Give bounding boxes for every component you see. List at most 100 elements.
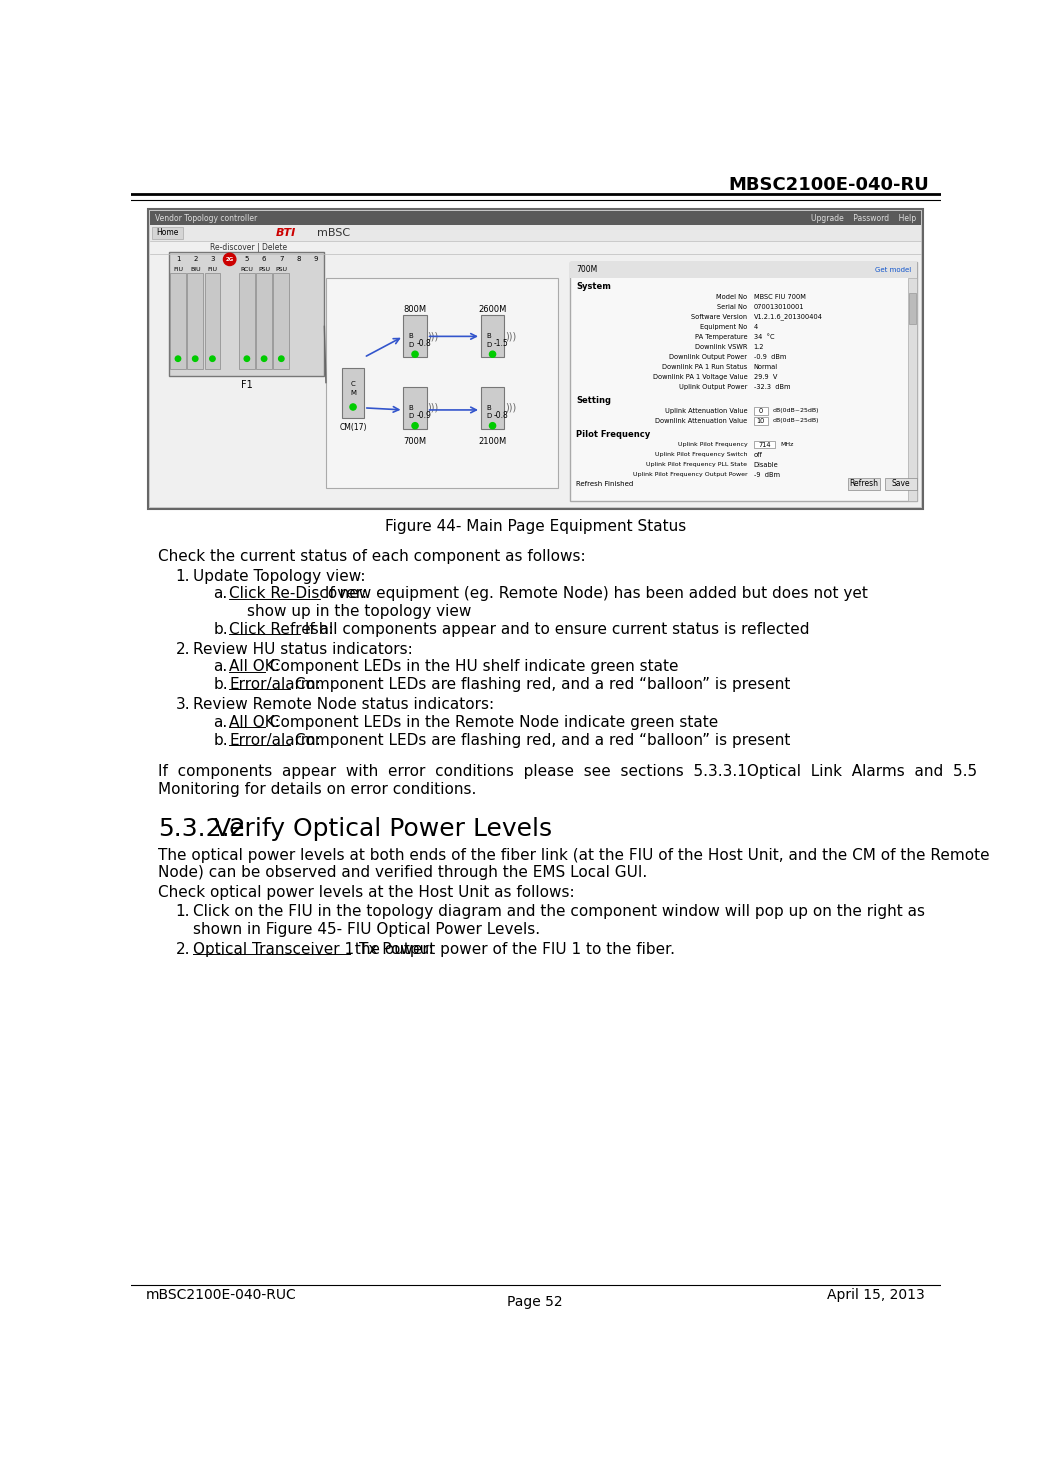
Text: b.: b. bbox=[213, 733, 228, 748]
Text: 2G: 2G bbox=[226, 258, 234, 262]
Text: Uplink Pilot Frequency PLL State: Uplink Pilot Frequency PLL State bbox=[647, 462, 747, 467]
Text: Update Topology view:: Update Topology view: bbox=[192, 568, 365, 583]
Text: show up in the topology view: show up in the topology view bbox=[247, 604, 471, 620]
Text: 4: 4 bbox=[753, 324, 758, 330]
Text: a.: a. bbox=[213, 586, 228, 601]
Text: 29.9  V: 29.9 V bbox=[753, 374, 777, 380]
Text: Get model: Get model bbox=[875, 266, 911, 272]
Text: All OK:: All OK: bbox=[229, 659, 280, 674]
Text: F1: F1 bbox=[241, 380, 253, 390]
Text: off: off bbox=[753, 452, 763, 458]
Text: 1: 1 bbox=[176, 256, 180, 262]
Text: Check the current status of each component as follows:: Check the current status of each compone… bbox=[158, 549, 585, 564]
Circle shape bbox=[279, 356, 284, 362]
Text: -0.9  dBm: -0.9 dBm bbox=[753, 353, 786, 359]
Text: 10: 10 bbox=[757, 418, 765, 424]
Text: Component LEDs are flashing red, and a red “balloon” is present: Component LEDs are flashing red, and a r… bbox=[289, 677, 790, 692]
Bar bbox=[150, 225, 921, 240]
Text: Downlink PA 1 Voltage Value: Downlink PA 1 Voltage Value bbox=[653, 374, 747, 380]
Text: 1.: 1. bbox=[176, 568, 190, 583]
Text: a.: a. bbox=[213, 715, 228, 730]
Text: Uplink Pilot Frequency Output Power: Uplink Pilot Frequency Output Power bbox=[633, 473, 747, 477]
Bar bbox=[150, 212, 921, 225]
Text: -1.5: -1.5 bbox=[494, 339, 509, 349]
Text: ))): ))) bbox=[427, 331, 439, 342]
Text: D: D bbox=[409, 414, 414, 420]
Text: 2100M: 2100M bbox=[479, 437, 507, 446]
Text: Page 52: Page 52 bbox=[508, 1295, 563, 1310]
Text: -9  dBm: -9 dBm bbox=[753, 471, 780, 477]
Text: MBSC2100E-040-RU: MBSC2100E-040-RU bbox=[728, 177, 929, 194]
Circle shape bbox=[412, 352, 418, 358]
Bar bbox=[170, 274, 186, 369]
Bar bbox=[326, 278, 558, 487]
Text: Equipment No: Equipment No bbox=[700, 324, 747, 330]
Text: Optical Transceiver 1 Tx Power:: Optical Transceiver 1 Tx Power: bbox=[192, 942, 434, 957]
Text: Software Version: Software Version bbox=[692, 314, 747, 319]
Text: 6: 6 bbox=[262, 256, 266, 262]
Text: ))): ))) bbox=[505, 403, 516, 412]
Circle shape bbox=[245, 356, 250, 362]
Text: Figure 44- Main Page Equipment Status: Figure 44- Main Page Equipment Status bbox=[385, 518, 686, 534]
Text: Component LEDs in the HU shelf indicate green state: Component LEDs in the HU shelf indicate … bbox=[264, 659, 678, 674]
Text: Downlink Output Power: Downlink Output Power bbox=[670, 353, 747, 359]
Text: CM(17): CM(17) bbox=[340, 424, 367, 433]
Text: FIU: FIU bbox=[173, 266, 183, 272]
Text: 2.: 2. bbox=[176, 942, 190, 957]
Bar bbox=[403, 387, 426, 428]
Bar bbox=[753, 440, 775, 449]
Text: Error/alarm:: Error/alarm: bbox=[229, 677, 321, 692]
Text: ))): ))) bbox=[427, 403, 439, 412]
Text: Setting: Setting bbox=[576, 396, 611, 405]
Text: Component LEDs in the Remote Node indicate green state: Component LEDs in the Remote Node indica… bbox=[264, 715, 718, 730]
Text: -0.8: -0.8 bbox=[417, 339, 432, 349]
Text: Re-discover | Delete: Re-discover | Delete bbox=[210, 243, 286, 252]
Text: Disable: Disable bbox=[753, 462, 779, 468]
Text: Component LEDs are flashing red, and a red “balloon” is present: Component LEDs are flashing red, and a r… bbox=[289, 733, 790, 748]
Text: shown in Figure 45- FIU Optical Power Levels.: shown in Figure 45- FIU Optical Power Le… bbox=[192, 921, 540, 936]
Text: 800M: 800M bbox=[403, 305, 426, 314]
Text: All OK:: All OK: bbox=[229, 715, 280, 730]
Bar bbox=[152, 227, 183, 238]
Text: dB(0dB~25dB): dB(0dB~25dB) bbox=[772, 408, 819, 414]
Circle shape bbox=[192, 356, 198, 362]
Bar bbox=[403, 315, 426, 358]
Text: FIU: FIU bbox=[207, 266, 217, 272]
Text: 5: 5 bbox=[245, 256, 249, 262]
Text: Downlink PA 1 Run Status: Downlink PA 1 Run Status bbox=[663, 364, 747, 369]
Text: Refresh Finished: Refresh Finished bbox=[576, 481, 633, 487]
Text: D: D bbox=[486, 342, 491, 347]
Circle shape bbox=[489, 352, 495, 358]
Text: 0: 0 bbox=[759, 408, 763, 414]
Text: B: B bbox=[486, 405, 491, 411]
Text: 1.: 1. bbox=[176, 904, 190, 919]
Bar bbox=[147, 209, 924, 509]
Text: Model No: Model No bbox=[717, 294, 747, 300]
Text: BIU: BIU bbox=[190, 266, 201, 272]
Bar bbox=[187, 274, 203, 369]
Text: Upgrade    Password    Help: Upgrade Password Help bbox=[811, 213, 915, 222]
Text: Refresh: Refresh bbox=[850, 480, 878, 489]
Circle shape bbox=[412, 422, 418, 428]
Bar bbox=[239, 274, 255, 369]
Circle shape bbox=[176, 356, 181, 362]
Bar bbox=[885, 478, 918, 490]
Bar bbox=[256, 274, 272, 369]
Text: RCU: RCU bbox=[240, 266, 253, 272]
Text: C: C bbox=[351, 381, 355, 387]
Text: 714: 714 bbox=[759, 442, 771, 447]
Text: 5.3.2.2: 5.3.2.2 bbox=[158, 817, 246, 842]
Text: Review HU status indicators:: Review HU status indicators: bbox=[192, 642, 413, 657]
Text: Click Re-Discover:: Click Re-Discover: bbox=[229, 586, 367, 601]
Text: D: D bbox=[486, 414, 491, 420]
Text: -0.9: -0.9 bbox=[417, 411, 432, 420]
Text: 9: 9 bbox=[314, 256, 318, 262]
Text: Uplink Output Power: Uplink Output Power bbox=[679, 384, 747, 390]
Text: If new equipment (eg. Remote Node) has been added but does not yet: If new equipment (eg. Remote Node) has b… bbox=[321, 586, 868, 601]
Text: 2.: 2. bbox=[176, 642, 190, 657]
Text: MHz: MHz bbox=[780, 442, 793, 447]
Text: Save: Save bbox=[891, 480, 910, 489]
Text: mBSC2100E-040-RUC: mBSC2100E-040-RUC bbox=[146, 1288, 297, 1301]
Text: 7: 7 bbox=[279, 256, 283, 262]
Circle shape bbox=[210, 356, 215, 362]
